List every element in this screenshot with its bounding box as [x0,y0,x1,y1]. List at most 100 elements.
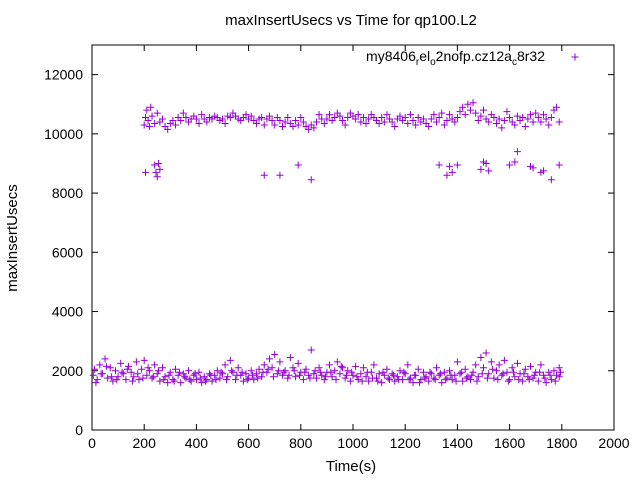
data-point [106,364,114,372]
data-point [391,377,399,385]
data-point [555,364,563,372]
data-point [234,364,242,372]
data-point [243,376,251,384]
data-point [250,376,258,384]
data-point [425,122,433,130]
data-point [140,121,148,129]
data-point [422,373,430,381]
data-point [149,373,157,381]
data-point [414,114,422,122]
data-point [281,118,289,126]
data-point [153,173,161,181]
chart-title: maxInsertUsecs vs Time for qp100.L2 [225,12,477,29]
y-tick-label: 8000 [52,185,83,201]
legend-subscript: c [512,57,517,68]
data-point [182,374,190,382]
data-points [89,99,564,387]
data-point [219,370,226,378]
data-point [388,118,396,126]
data-point [198,111,206,119]
data-point [362,119,370,127]
data-point [339,364,347,372]
data-point [89,371,97,379]
data-point [464,100,472,108]
data-point [495,361,503,369]
data-point [285,371,293,379]
data-point [448,168,456,176]
data-point [312,374,320,382]
data-point [440,368,448,376]
data-point [480,364,487,372]
data-point [555,118,563,126]
data-point [286,353,294,361]
data-point [239,377,247,385]
data-point [92,379,100,387]
data-point [322,373,330,381]
data-point [453,161,461,169]
data-point [299,376,307,384]
data-point [228,367,236,375]
data-point [354,376,362,384]
data-point [172,365,180,373]
data-point [545,121,553,129]
data-point [406,111,414,119]
data-point [190,371,198,379]
data-point [529,374,537,382]
data-point [232,376,240,384]
data-point [151,361,159,369]
data-point [182,114,190,122]
data-point [242,111,250,119]
data-point [294,161,302,169]
data-point [410,371,418,379]
data-point [472,361,480,369]
data-point [224,373,232,381]
data-point [485,167,493,175]
data-point [91,365,99,373]
data-point [519,114,527,122]
data-point [375,370,383,378]
data-point [375,119,383,127]
data-point [346,377,354,385]
data-point [289,122,297,130]
data-point [427,370,435,378]
data-point [489,365,497,373]
data-point [93,376,101,384]
data-point [320,376,328,384]
data-point [547,114,555,122]
data-point [175,368,183,376]
data-point [284,374,292,382]
data-point [158,115,166,123]
data-point [332,376,340,384]
data-point [202,377,210,385]
data-point [386,376,394,384]
data-point [160,376,168,384]
data-point [344,114,352,122]
data-point [260,121,268,129]
data-point [213,367,221,375]
data-point [436,370,444,378]
data-point [265,112,273,120]
data-point [524,115,532,123]
data-point [540,371,548,379]
data-point [151,161,159,169]
data-point [144,117,152,125]
data-point [503,368,511,376]
data-point [363,368,371,376]
data-point [513,112,521,120]
data-point [521,122,529,130]
data-point [297,114,305,122]
data-point [485,370,493,378]
data-point [114,373,122,381]
data-point [433,118,441,126]
data-point [323,115,331,123]
legend-text-part: 2nofp.cz12a [436,48,512,64]
data-point [344,367,352,375]
data-point [419,115,427,123]
data-point [362,373,370,381]
data-point [305,125,313,133]
data-point [169,117,177,125]
data-point [128,377,136,385]
data-point [301,368,309,376]
data-point [524,373,532,381]
